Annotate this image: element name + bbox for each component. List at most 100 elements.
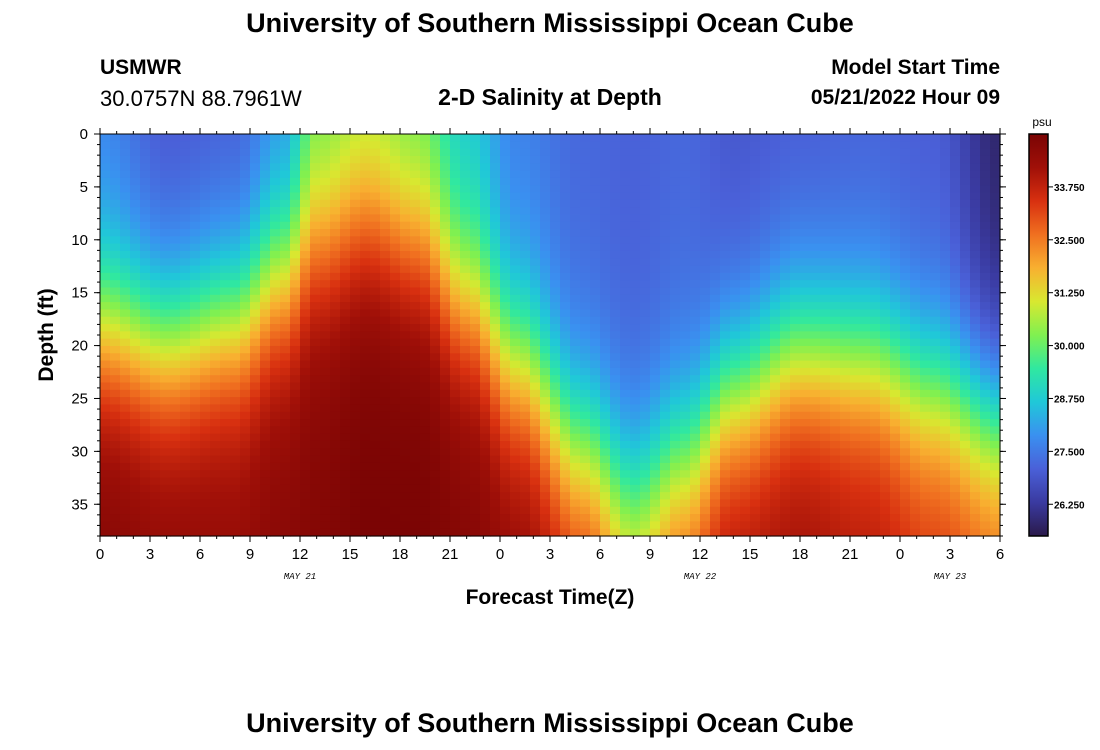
heatmap-cell [730, 250, 741, 259]
heatmap-cell [210, 455, 221, 464]
heatmap-cell [470, 287, 481, 296]
heatmap-cell [330, 477, 341, 486]
heatmap-cell [650, 462, 661, 471]
heatmap-cell [310, 492, 321, 501]
heatmap-cell [580, 258, 591, 267]
heatmap-cell [830, 404, 841, 413]
heatmap-cell [470, 389, 481, 398]
heatmap-cell [210, 462, 221, 471]
heatmap-cell [420, 455, 431, 464]
heatmap-cell [640, 338, 651, 347]
heatmap-cell [590, 207, 601, 215]
heatmap-cell [970, 134, 981, 142]
heatmap-cell [940, 411, 951, 420]
heatmap-cell [730, 382, 741, 391]
heatmap-cell [790, 448, 801, 457]
heatmap-cell [850, 389, 861, 398]
heatmap-cell [600, 492, 611, 501]
heatmap-cell [670, 426, 681, 435]
heatmap-cell [650, 309, 661, 318]
heatmap-cell [460, 302, 471, 311]
heatmap-cell [380, 324, 391, 332]
heatmap-cell [980, 338, 991, 347]
heatmap-cell [250, 302, 261, 311]
heatmap-cell [710, 148, 721, 157]
heatmap-cell [510, 287, 521, 296]
heatmap-cell [950, 170, 961, 179]
heatmap-cell [410, 309, 421, 318]
heatmap-cell [360, 207, 371, 215]
heatmap-cell [970, 302, 981, 311]
heatmap-cell [660, 207, 671, 215]
heatmap-cell [630, 338, 641, 347]
heatmap-cell [210, 367, 221, 376]
heatmap-cell [250, 499, 261, 508]
heatmap-cell [900, 514, 911, 522]
heatmap-cell [510, 492, 521, 501]
heatmap-cell [150, 294, 161, 303]
heatmap-cell [170, 148, 181, 157]
heatmap-cell [700, 484, 711, 493]
heatmap-cell [750, 243, 761, 252]
heatmap-cell [770, 272, 781, 281]
heatmap-cell [920, 521, 931, 530]
heatmap-cell [650, 404, 661, 413]
heatmap-cell [130, 199, 141, 208]
heatmap-cell [400, 280, 411, 289]
heatmap-cell [690, 419, 701, 427]
heatmap-cell [820, 426, 831, 435]
heatmap-cell [450, 229, 461, 237]
heatmap-cell [350, 265, 361, 274]
heatmap-cell [880, 528, 891, 537]
heatmap-cell [710, 484, 721, 493]
heatmap-cell [920, 375, 931, 384]
heatmap-cell [220, 484, 231, 493]
heatmap-cell [510, 141, 521, 150]
heatmap-cell [560, 367, 571, 376]
heatmap-cell [400, 499, 411, 508]
heatmap-cell [840, 514, 851, 522]
heatmap-cell [220, 229, 231, 237]
heatmap-cell [300, 521, 311, 530]
heatmap-cell [830, 214, 841, 223]
heatmap-cell [880, 155, 891, 164]
heatmap-cell [950, 236, 961, 245]
heatmap-cell [320, 331, 331, 340]
heatmap-cell [120, 221, 131, 230]
heatmap-cell [270, 207, 281, 215]
heatmap-cell [940, 448, 951, 457]
heatmap-cell [930, 462, 941, 471]
heatmap-cell [450, 382, 461, 391]
heatmap-cell [510, 484, 521, 493]
heatmap-cell [170, 499, 181, 508]
heatmap-cell [700, 236, 711, 245]
heatmap-cell [930, 236, 941, 245]
heatmap-cell [860, 250, 871, 259]
heatmap-cell [490, 250, 501, 259]
heatmap-cell [760, 448, 771, 457]
heatmap-cell [240, 528, 251, 537]
heatmap-cell [550, 353, 561, 362]
heatmap-cell [480, 448, 491, 457]
heatmap-cell [620, 440, 631, 449]
heatmap-cell [680, 302, 691, 311]
heatmap-cell [670, 397, 681, 406]
heatmap-cell [210, 324, 221, 332]
heatmap-cell [270, 353, 281, 362]
heatmap-cell [660, 221, 671, 230]
heatmap-cell [700, 389, 711, 398]
heatmap-cell [780, 492, 791, 501]
heatmap-cell [480, 470, 491, 479]
heatmap-cell [510, 367, 521, 376]
heatmap-cell [980, 506, 991, 515]
heatmap-cell [240, 521, 251, 530]
heatmap-cell [390, 309, 401, 318]
heatmap-cell [310, 411, 321, 420]
heatmap-cell [100, 389, 111, 398]
heatmap-cell [660, 455, 671, 464]
heatmap-cell [360, 250, 371, 259]
heatmap-cell [360, 229, 371, 237]
heatmap-cell [570, 514, 581, 522]
heatmap-cell [460, 155, 471, 164]
heatmap-cell [870, 177, 881, 186]
